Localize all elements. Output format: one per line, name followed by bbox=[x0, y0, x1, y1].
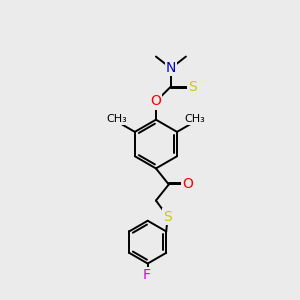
Text: O: O bbox=[151, 94, 161, 109]
Text: S: S bbox=[163, 210, 172, 224]
Text: CH₃: CH₃ bbox=[106, 114, 127, 124]
Text: F: F bbox=[142, 268, 150, 282]
Text: CH₃: CH₃ bbox=[185, 114, 206, 124]
Text: S: S bbox=[188, 80, 197, 94]
Text: O: O bbox=[182, 178, 193, 191]
Text: N: N bbox=[166, 61, 176, 75]
